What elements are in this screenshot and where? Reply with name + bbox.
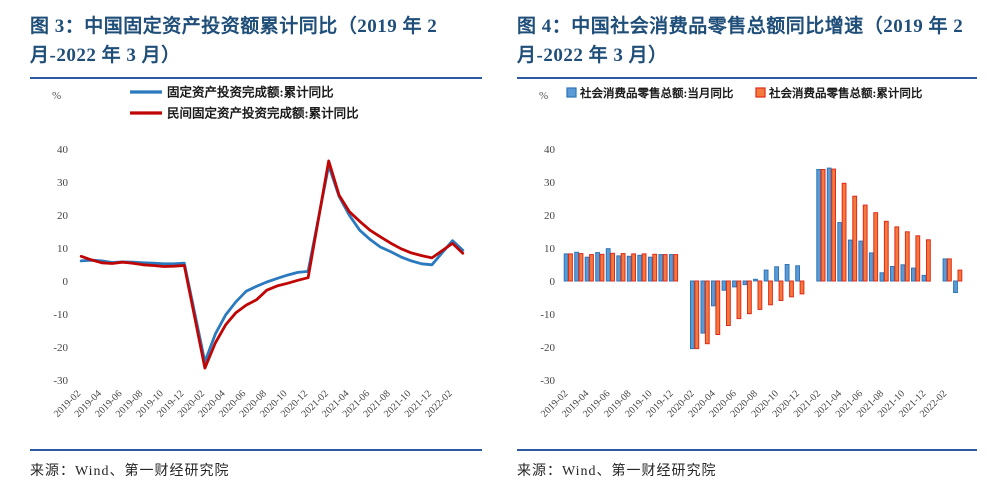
retail-bar-chart: %403020100-10-20-302019-022019-042019-06… [539, 86, 963, 420]
svg-text:社会消费品零售总额:累计同比: 社会消费品零售总额:累计同比 [768, 86, 923, 100]
title-divider [517, 76, 977, 79]
source-divider [517, 448, 977, 451]
title-divider [30, 76, 482, 79]
svg-text:-30: -30 [53, 375, 68, 387]
svg-text:40: 40 [57, 144, 69, 156]
svg-text:20: 20 [544, 210, 556, 222]
svg-text:-20: -20 [53, 342, 68, 354]
svg-text:0: 0 [550, 276, 556, 288]
figure-title: 图 4：中国社会消费品零售总额同比增速（2019 年 2 月-2022 年 3 … [517, 16, 964, 67]
figure-fixed-asset-investment: 图 3：中国固定资产投资额累计同比（2019 年 2 月-2022 年 3 月）… [30, 12, 482, 480]
svg-text:民间固定资产投资完成额:累计同比: 民间固定资产投资完成额:累计同比 [167, 105, 359, 120]
svg-text:-10: -10 [53, 309, 68, 321]
svg-text:固定资产投资完成额:累计同比: 固定资产投资完成额:累计同比 [167, 84, 334, 99]
svg-text:10: 10 [544, 243, 556, 255]
svg-text:%: % [52, 90, 61, 102]
svg-text:0: 0 [63, 276, 69, 288]
svg-text:-10: -10 [540, 309, 555, 321]
svg-text:30: 30 [57, 177, 69, 189]
source-text: 来源：Wind、第一财经研究院 [30, 463, 230, 479]
svg-text:社会消费品零售总额:当月同比: 社会消费品零售总额:当月同比 [579, 86, 734, 100]
svg-text:30: 30 [544, 177, 556, 189]
svg-text:10: 10 [57, 243, 69, 255]
svg-text:20: 20 [57, 210, 69, 222]
svg-text:-30: -30 [540, 375, 555, 387]
source-text: 来源：Wind、第一财经研究院 [517, 463, 717, 479]
source-divider [30, 448, 482, 451]
svg-text:%: % [539, 90, 548, 102]
figure-retail-sales: 图 4：中国社会消费品零售总额同比增速（2019 年 2 月-2022 年 3 … [517, 12, 977, 480]
svg-text:40: 40 [544, 144, 556, 156]
figure-title: 图 3：中国固定资产投资额累计同比（2019 年 2 月-2022 年 3 月） [30, 16, 438, 67]
fai-line-chart: %403020100-10-20-302019-022019-042019-06… [52, 84, 465, 420]
svg-text:-20: -20 [540, 342, 555, 354]
